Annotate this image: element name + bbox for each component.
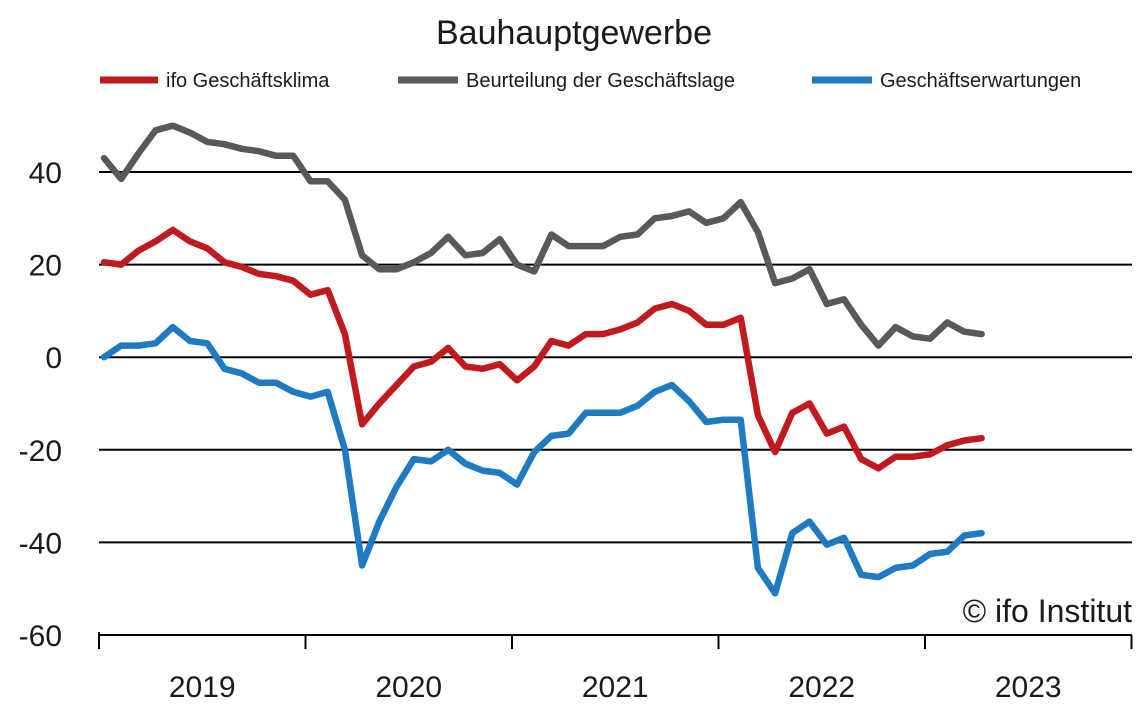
y-tick-label: 0 bbox=[45, 342, 62, 375]
y-tick-label: -60 bbox=[19, 620, 62, 653]
y-tick-label: -40 bbox=[19, 527, 62, 560]
gridlines bbox=[99, 171, 1132, 544]
credit-text: © ifo Institut bbox=[963, 593, 1133, 629]
series-line bbox=[100, 323, 985, 597]
y-tick-label: -20 bbox=[19, 435, 62, 468]
x-tick-label: 2022 bbox=[788, 671, 855, 704]
legend-label: ifo Geschäftsklima bbox=[166, 70, 330, 92]
legend-label: Beurteilung der Geschäftslage bbox=[466, 70, 735, 92]
series-line bbox=[100, 122, 985, 349]
x-tick-label: 2019 bbox=[169, 671, 236, 704]
y-axis-ticks: 40 20 0 -20 -40 -60 bbox=[19, 157, 62, 653]
x-tick-label: 2021 bbox=[582, 671, 649, 704]
x-tick-label: 2023 bbox=[995, 671, 1062, 704]
legend: ifo Geschäftsklima Beurteilung der Geschä… bbox=[100, 70, 1081, 92]
chart-title: Bauhauptgewerbe bbox=[436, 14, 712, 52]
y-tick-label: 20 bbox=[29, 250, 62, 283]
x-tick-label: 2020 bbox=[375, 671, 442, 704]
series-lines bbox=[100, 122, 985, 597]
axes bbox=[98, 632, 1133, 649]
y-tick-label: 40 bbox=[29, 157, 62, 190]
x-axis-labels: 2019 2020 2021 2022 2023 bbox=[169, 671, 1062, 704]
series-line bbox=[100, 226, 985, 472]
legend-label: Geschäftserwartungen bbox=[880, 70, 1081, 92]
